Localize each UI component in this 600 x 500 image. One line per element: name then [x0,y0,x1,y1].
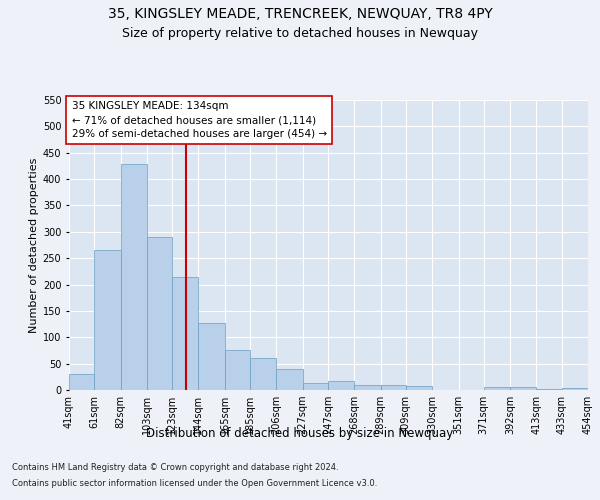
Bar [94,250,121,390]
Bar [510,388,536,390]
Text: Contains public sector information licensed under the Open Government Licence v3: Contains public sector information licen… [12,478,377,488]
Bar [147,237,172,390]
Bar [562,388,588,390]
Bar [277,369,303,390]
Text: Size of property relative to detached houses in Newquay: Size of property relative to detached ho… [122,28,478,40]
Text: 35, KINGSLEY MEADE, TRENCREEK, NEWQUAY, TR8 4PY: 35, KINGSLEY MEADE, TRENCREEK, NEWQUAY, … [107,8,493,22]
Bar [69,374,94,390]
Bar [354,384,380,390]
Text: 35 KINGSLEY MEADE: 134sqm
← 71% of detached houses are smaller (1,114)
29% of se: 35 KINGSLEY MEADE: 134sqm ← 71% of detac… [71,101,326,139]
Bar [225,350,250,390]
Y-axis label: Number of detached properties: Number of detached properties [29,158,38,332]
Text: Contains HM Land Registry data © Crown copyright and database right 2024.: Contains HM Land Registry data © Crown c… [12,462,338,471]
Bar [406,386,432,390]
Bar [303,382,328,390]
Bar [328,381,354,390]
Bar [250,358,277,390]
Bar [484,388,510,390]
Bar [199,322,225,390]
Text: Distribution of detached houses by size in Newquay: Distribution of detached houses by size … [146,428,454,440]
Bar [172,276,199,390]
Bar [380,384,406,390]
Bar [121,164,147,390]
